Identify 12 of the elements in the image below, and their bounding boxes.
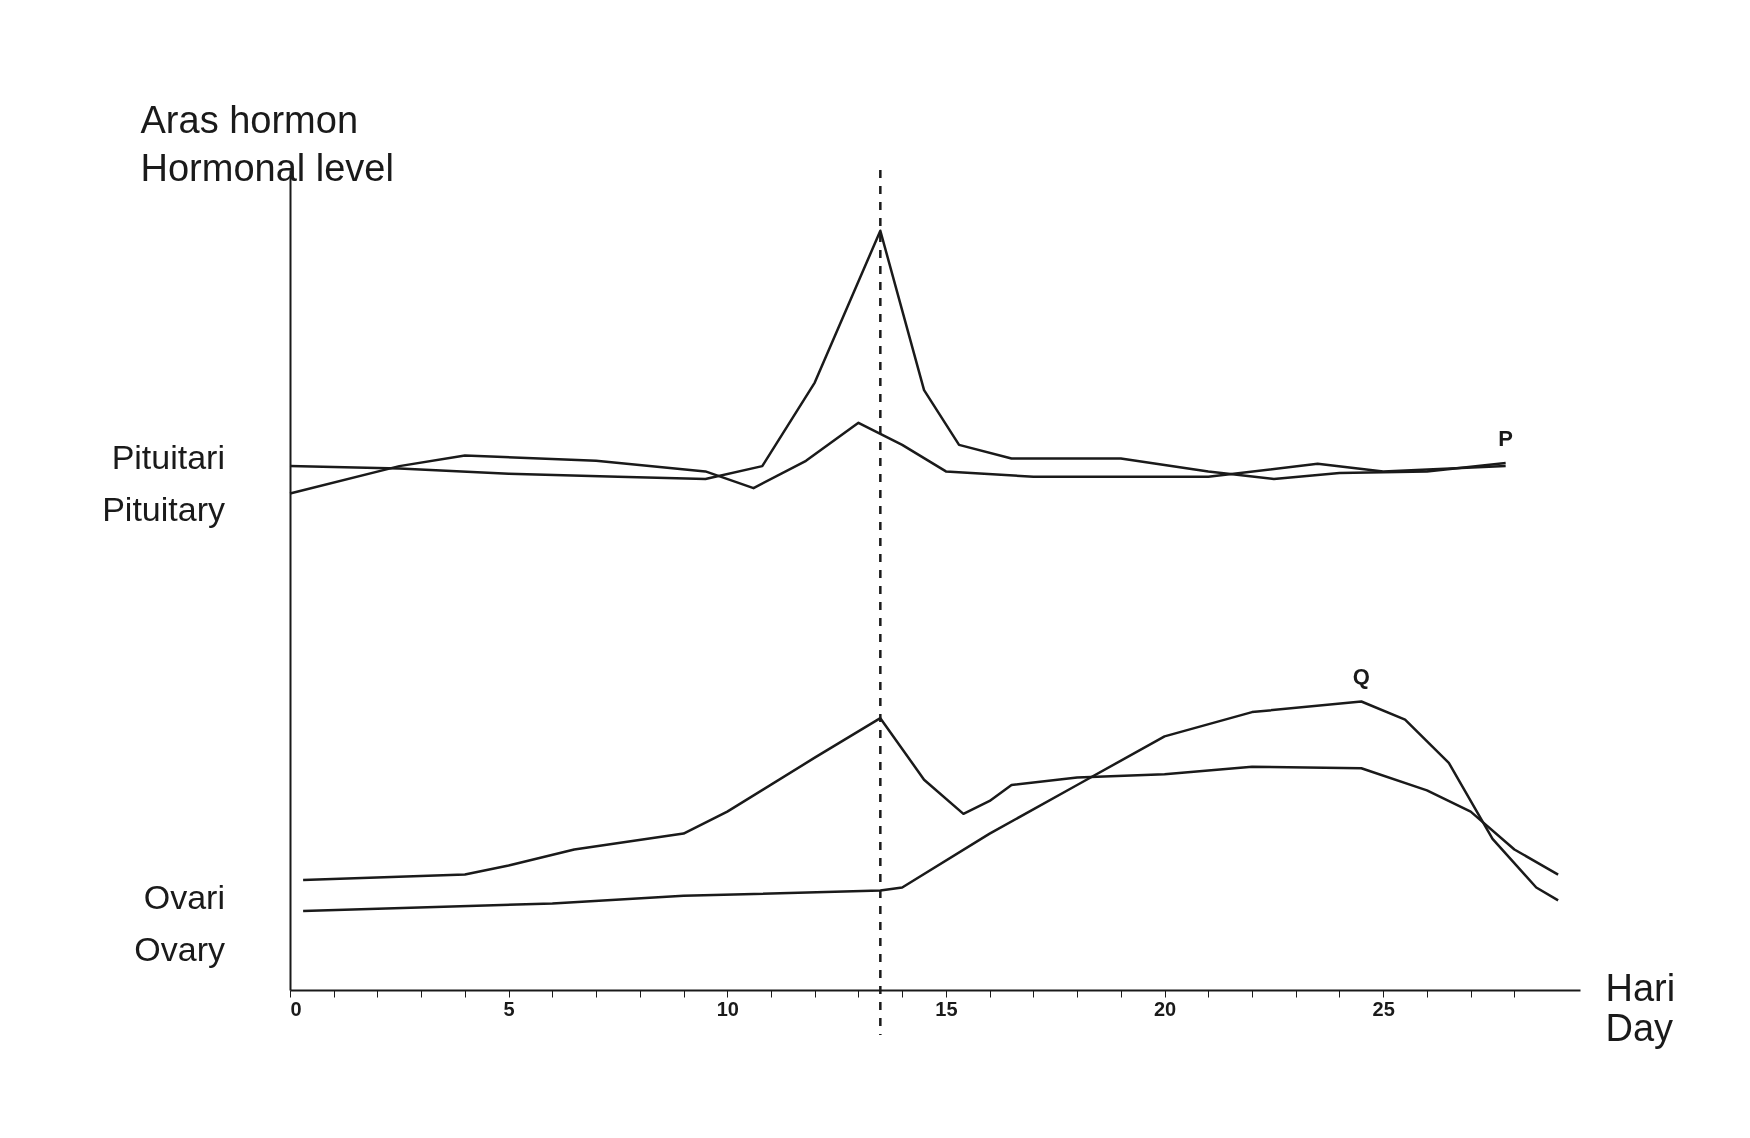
annotation: Q [1352, 664, 1370, 690]
x-tick-label: 15 [935, 997, 958, 1020]
y-axis-title: Aras hormon Hormonal level [140, 98, 394, 189]
x-tick-label: 10 [716, 997, 739, 1020]
x-tick-label: 20 [1153, 997, 1177, 1020]
x-tick-label: 5 [503, 997, 515, 1020]
annotation: P [1498, 426, 1513, 452]
x-tick-label: 0 [290, 997, 302, 1020]
text: Ovari Ovary [134, 877, 225, 968]
x-axis-title: Hari Day [1605, 966, 1676, 1049]
text: Pituitari Pituitary [102, 437, 225, 528]
x-tick-label: 25 [1372, 997, 1395, 1020]
